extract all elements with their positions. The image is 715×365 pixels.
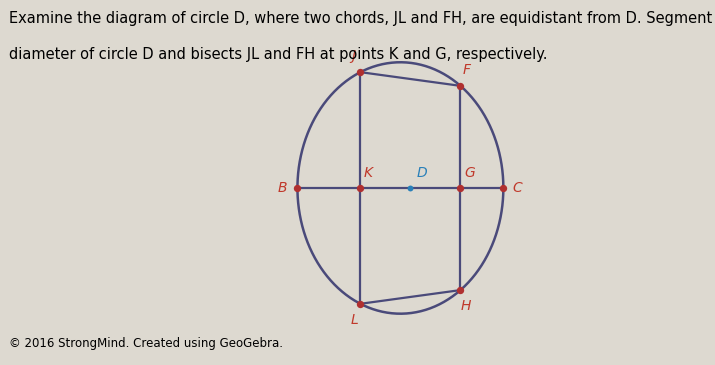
Text: G: G [465, 166, 475, 180]
Text: J: J [351, 49, 355, 64]
Point [405, 185, 416, 191]
Text: diameter of circle D and bisects JL and FH at points K and G, respectively.: diameter of circle D and bisects JL and … [9, 47, 547, 62]
Point [455, 287, 466, 293]
Point [455, 185, 466, 191]
Point [355, 69, 366, 75]
Text: L: L [351, 312, 358, 327]
Text: B: B [278, 181, 287, 195]
Point [455, 83, 466, 89]
Text: H: H [461, 299, 471, 313]
Point [355, 301, 366, 307]
Point [292, 185, 303, 191]
Text: K: K [363, 166, 373, 180]
Text: D: D [416, 166, 427, 180]
Text: © 2016 StrongMind. Created using GeoGebra.: © 2016 StrongMind. Created using GeoGebr… [9, 337, 282, 350]
Point [355, 185, 366, 191]
Point [498, 185, 509, 191]
Text: Examine the diagram of circle D, where two chords, JL and FH, are equidistant fr: Examine the diagram of circle D, where t… [9, 11, 715, 26]
Text: C: C [512, 181, 522, 195]
Text: F: F [462, 63, 470, 77]
